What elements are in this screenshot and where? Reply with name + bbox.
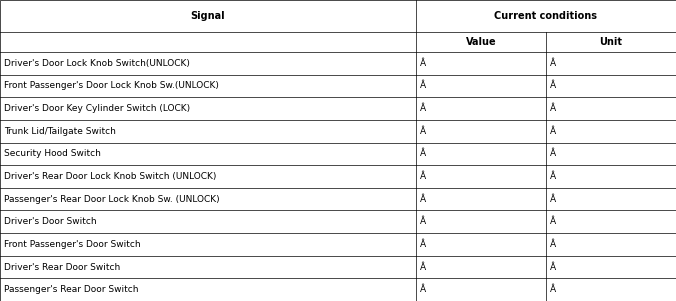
Text: Passenger's Rear Door Switch: Passenger's Rear Door Switch — [4, 285, 139, 294]
Text: Driver's Rear Door Switch: Driver's Rear Door Switch — [4, 262, 120, 272]
Bar — [0, 188, 676, 210]
Text: Driver's Door Switch: Driver's Door Switch — [4, 217, 97, 226]
Text: Signal: Signal — [191, 11, 225, 21]
Text: Â: Â — [550, 59, 556, 68]
Text: Â: Â — [420, 172, 426, 181]
Bar — [0, 97, 676, 120]
Text: Front Passenger's Door Switch: Front Passenger's Door Switch — [4, 240, 141, 249]
Bar — [0, 0, 676, 32]
Text: Â: Â — [420, 262, 426, 272]
Text: Â: Â — [550, 262, 556, 272]
Text: Â: Â — [550, 240, 556, 249]
Bar — [0, 210, 676, 233]
Bar — [0, 52, 676, 75]
Text: Front Passenger's Door Lock Knob Sw.(UNLOCK): Front Passenger's Door Lock Knob Sw.(UNL… — [4, 82, 219, 91]
Text: Â: Â — [550, 172, 556, 181]
Text: Â: Â — [550, 285, 556, 294]
Bar — [0, 165, 676, 188]
Text: Passenger's Rear Door Lock Knob Sw. (UNLOCK): Passenger's Rear Door Lock Knob Sw. (UNL… — [4, 195, 220, 204]
Text: Â: Â — [420, 149, 426, 158]
Text: Â: Â — [550, 82, 556, 91]
Bar — [0, 32, 676, 52]
Text: Driver's Door Key Cylinder Switch (LOCK): Driver's Door Key Cylinder Switch (LOCK) — [4, 104, 190, 113]
Text: Driver's Door Lock Knob Switch(UNLOCK): Driver's Door Lock Knob Switch(UNLOCK) — [4, 59, 190, 68]
Bar — [0, 120, 676, 143]
Bar — [0, 256, 676, 278]
Text: Â: Â — [420, 82, 426, 91]
Bar — [0, 143, 676, 165]
Text: Security Hood Switch: Security Hood Switch — [4, 149, 101, 158]
Text: Â: Â — [420, 240, 426, 249]
Text: Value: Value — [466, 37, 496, 47]
Bar — [0, 233, 676, 256]
Text: Unit: Unit — [600, 37, 623, 47]
Bar — [0, 75, 676, 97]
Text: Â: Â — [420, 127, 426, 136]
Text: Current conditions: Current conditions — [494, 11, 598, 21]
Text: Trunk Lid/Tailgate Switch: Trunk Lid/Tailgate Switch — [4, 127, 116, 136]
Text: Â: Â — [550, 149, 556, 158]
Bar — [0, 278, 676, 301]
Text: Â: Â — [420, 285, 426, 294]
Text: Â: Â — [550, 217, 556, 226]
Text: Â: Â — [420, 104, 426, 113]
Text: Driver's Rear Door Lock Knob Switch (UNLOCK): Driver's Rear Door Lock Knob Switch (UNL… — [4, 172, 216, 181]
Text: Â: Â — [420, 195, 426, 204]
Text: Â: Â — [550, 195, 556, 204]
Text: Â: Â — [550, 104, 556, 113]
Text: Â: Â — [550, 127, 556, 136]
Text: Â: Â — [420, 217, 426, 226]
Text: Â: Â — [420, 59, 426, 68]
